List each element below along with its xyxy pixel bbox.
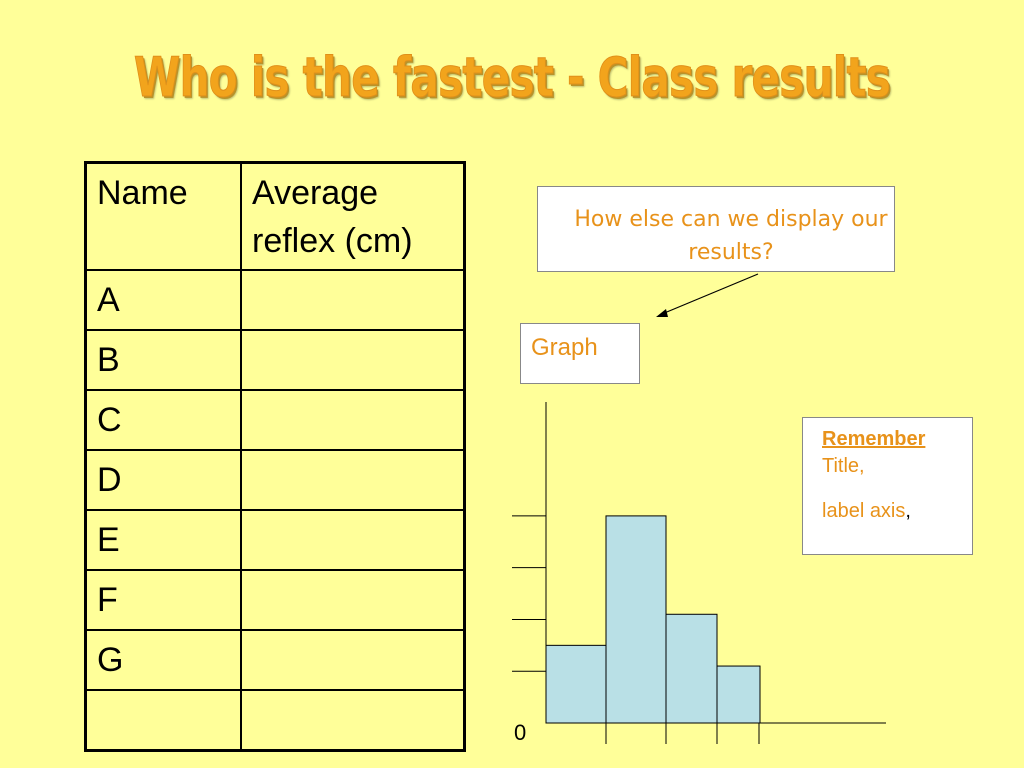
table-row: D xyxy=(84,449,466,511)
table-row: G xyxy=(84,629,466,691)
row-value xyxy=(240,689,466,752)
row-name: D xyxy=(84,449,242,511)
row-value xyxy=(240,449,466,511)
pointer-arrowhead xyxy=(656,309,668,317)
remember-axis-text: label axis xyxy=(822,500,906,522)
header-average-reflex: Average reflex (cm) xyxy=(240,161,466,271)
bar xyxy=(716,665,761,724)
table-row: C xyxy=(84,389,466,451)
row-value xyxy=(240,269,466,331)
row-name: E xyxy=(84,509,242,571)
remember-comma: , xyxy=(905,500,911,522)
bar xyxy=(545,644,607,724)
bar xyxy=(605,515,667,724)
remember-title-hint: Title, xyxy=(822,455,865,477)
header-name: Name xyxy=(84,161,242,271)
table-header-row: Name Average reflex (cm) xyxy=(84,161,466,271)
row-name: C xyxy=(84,389,242,451)
results-table: Name Average reflex (cm) A B C D E F G xyxy=(84,161,466,752)
table-row: A xyxy=(84,269,466,331)
pointer-arrow-line xyxy=(661,273,759,315)
slide-title: Who is the fastest - Class results xyxy=(133,46,892,110)
row-value xyxy=(240,509,466,571)
row-value xyxy=(240,389,466,451)
graph-label-box: Graph xyxy=(520,323,640,384)
row-name: F xyxy=(84,569,242,631)
row-name: A xyxy=(84,269,242,331)
y-tick-label-zero: 0 xyxy=(514,720,527,745)
row-value xyxy=(240,629,466,691)
remember-box: Remember Title, label axis, xyxy=(802,417,973,555)
bar xyxy=(665,613,718,724)
row-name xyxy=(84,689,242,752)
table-row: E xyxy=(84,509,466,571)
row-value xyxy=(240,329,466,391)
row-value xyxy=(240,569,466,631)
question-box: How else can we display our results? xyxy=(537,186,895,272)
row-name: G xyxy=(84,629,242,691)
remember-axis-hint: label axis, xyxy=(822,500,911,522)
table-row: F xyxy=(84,569,466,631)
remember-heading: Remember xyxy=(822,428,926,450)
row-name: B xyxy=(84,329,242,391)
table-row: B xyxy=(84,329,466,391)
table-row xyxy=(84,689,466,752)
